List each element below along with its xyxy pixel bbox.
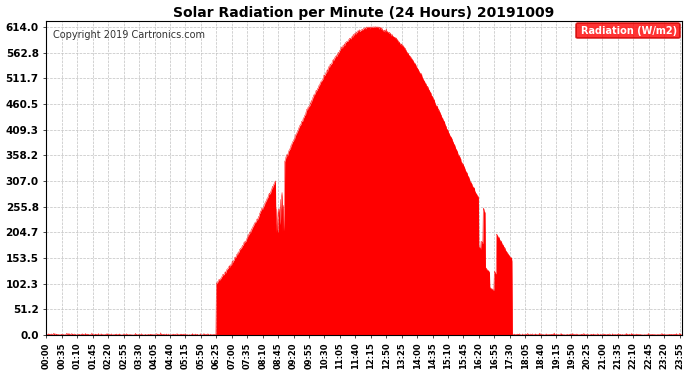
Legend: Radiation (W/m2): Radiation (W/m2) bbox=[576, 22, 680, 39]
Title: Solar Radiation per Minute (24 Hours) 20191009: Solar Radiation per Minute (24 Hours) 20… bbox=[173, 6, 555, 20]
Text: Copyright 2019 Cartronics.com: Copyright 2019 Cartronics.com bbox=[53, 30, 205, 40]
